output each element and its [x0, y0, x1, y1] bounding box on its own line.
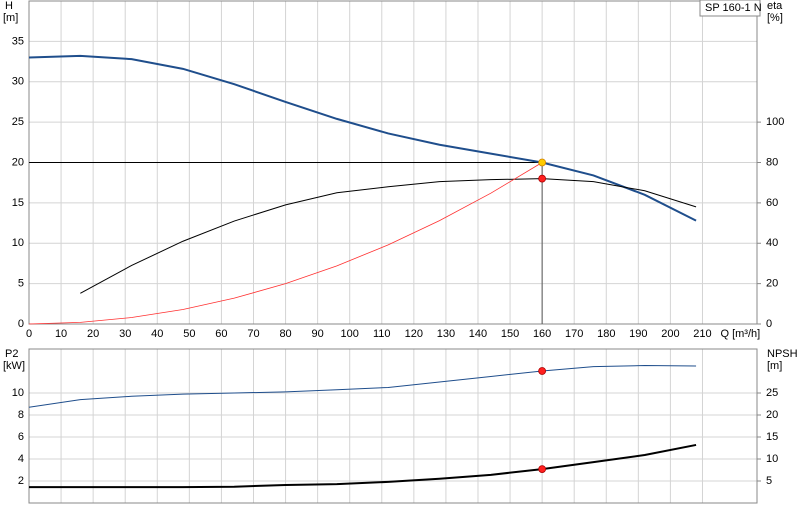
y-tick-label: 2: [18, 475, 24, 487]
x-tick-label: 150: [501, 328, 519, 340]
y2-tick-label: 0: [766, 318, 772, 330]
y-axis-unit: [kW]: [3, 360, 25, 372]
y-tick-label: 6: [18, 431, 24, 443]
x-tick-label: 200: [661, 328, 679, 340]
duty-point: [538, 158, 547, 167]
y2-tick-label: 10: [766, 453, 778, 465]
x-tick-label: 110: [373, 328, 391, 340]
duty-point: [538, 367, 547, 375]
y-tick-label: 5: [18, 278, 24, 290]
x-tick-label: 70: [247, 328, 259, 340]
y2-tick-label: 5: [766, 475, 772, 487]
curve: [29, 443, 697, 489]
y-axis-label: H: [5, 0, 13, 12]
y-tick-label: 10: [12, 387, 24, 399]
y-tick-label: 35: [12, 35, 24, 47]
y2-tick-label: 80: [766, 156, 778, 168]
y2-axis-unit: [%]: [767, 12, 783, 24]
x-tick-label: 10: [55, 328, 67, 340]
y-tick-label: 10: [12, 237, 24, 249]
x-tick-label: 0: [26, 328, 32, 340]
curve: [28, 54, 697, 222]
curve: [80, 178, 697, 294]
y2-tick-label: 40: [766, 237, 778, 249]
y2-tick-label: 20: [766, 409, 778, 421]
x-tick-label: 90: [312, 328, 324, 340]
title-box: [699, 0, 761, 17]
curve: [28, 364, 697, 408]
x-tick-label: 130: [437, 328, 455, 340]
y2-tick-label: 15: [766, 431, 778, 443]
y2-tick-label: 60: [766, 197, 778, 209]
y2-axis-label: NPSH: [767, 348, 798, 360]
y-tick-label: 0: [18, 318, 24, 330]
y2-axis-unit: [m]: [767, 360, 782, 372]
x-axis-label: Q [m³/h]: [720, 328, 760, 340]
x-tick-label: 160: [533, 328, 551, 340]
x-tick-label: 190: [629, 328, 647, 340]
y-tick-label: 25: [12, 116, 24, 128]
y-tick-label: 4: [18, 453, 24, 465]
x-tick-label: 40: [151, 328, 163, 340]
x-tick-label: 120: [405, 328, 423, 340]
chart-title: SP 160-1 N: [705, 2, 762, 14]
y2-axis-label: eta: [767, 0, 783, 12]
y2-tick-label: 25: [766, 387, 778, 399]
x-tick-label: 20: [87, 328, 99, 340]
x-tick-label: 210: [693, 328, 711, 340]
x-tick-label: 60: [215, 328, 227, 340]
y-tick-label: 8: [18, 409, 24, 421]
x-tick-label: 50: [183, 328, 195, 340]
x-tick-label: 100: [341, 328, 359, 340]
y2-tick-label: 100: [766, 116, 784, 128]
y2-tick-label: 20: [766, 278, 778, 290]
x-tick-label: 180: [597, 328, 615, 340]
y-tick-label: 30: [12, 76, 24, 88]
plot-frame: [28, 348, 758, 504]
x-tick-label: 80: [279, 328, 291, 340]
y-axis-unit: [m]: [3, 12, 18, 24]
curve: [28, 162, 543, 325]
duty-point: [538, 174, 547, 183]
y-tick-label: 20: [12, 156, 24, 168]
x-tick-label: 30: [119, 328, 131, 340]
duty-point: [538, 465, 547, 474]
x-tick-label: 140: [469, 328, 487, 340]
y-tick-label: 15: [12, 197, 24, 209]
y-axis-label: P2: [5, 348, 18, 360]
x-tick-label: 170: [565, 328, 583, 340]
